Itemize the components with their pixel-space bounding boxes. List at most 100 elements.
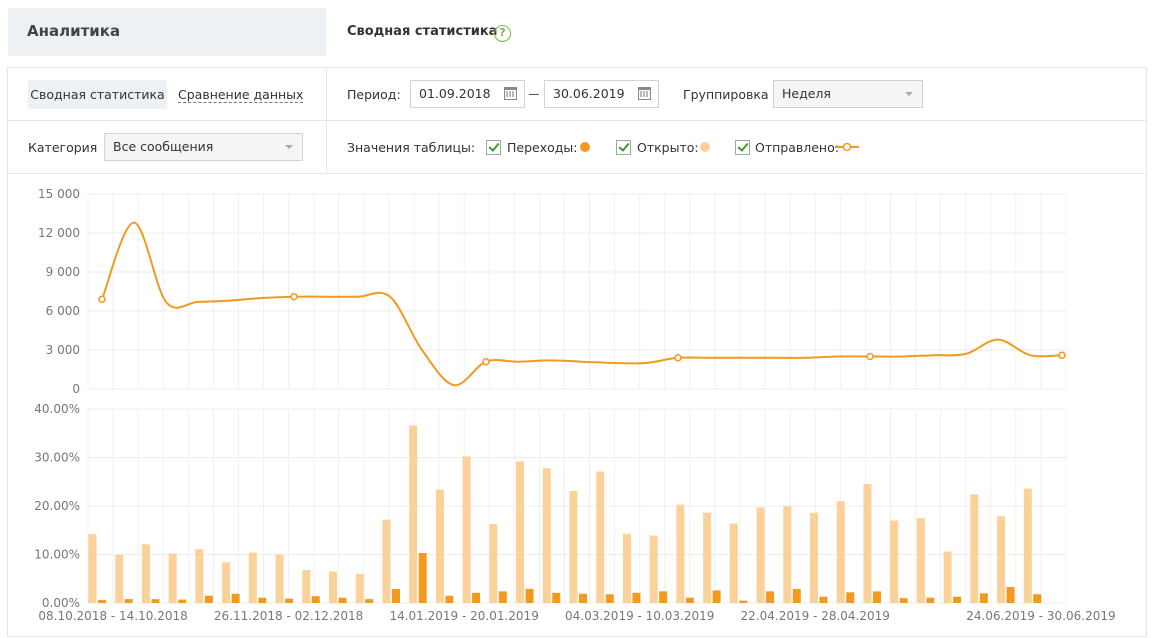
bar-clicks bbox=[285, 598, 294, 603]
bar-clicks bbox=[552, 592, 561, 603]
bar-opened bbox=[836, 501, 845, 603]
bar-opened bbox=[248, 552, 257, 603]
bar-clicks bbox=[766, 591, 775, 603]
tab-summary[interactable]: Сводная статистика bbox=[28, 80, 167, 109]
chevron-down-icon bbox=[905, 92, 913, 96]
x-tick-label: 14.01.2019 - 20.01.2019 bbox=[389, 609, 538, 623]
bar-clicks bbox=[338, 597, 347, 603]
y-tick-label: 9 000 bbox=[46, 265, 80, 279]
y-tick-label: 0 bbox=[72, 382, 80, 396]
category-select[interactable]: Все сообщения bbox=[104, 133, 303, 161]
bar-opened bbox=[409, 425, 418, 603]
bar-opened bbox=[195, 549, 204, 603]
x-tick-label: 26.11.2018 - 02.12.2018 bbox=[214, 609, 363, 623]
y-tick-label: 6 000 bbox=[46, 304, 80, 318]
category-label: Категория bbox=[28, 140, 98, 155]
sent-line bbox=[101, 221, 1063, 387]
bar-clicks bbox=[953, 596, 962, 603]
bar-clicks bbox=[472, 592, 481, 603]
bar-opened bbox=[275, 554, 284, 603]
bar-clicks bbox=[204, 595, 213, 603]
bar-clicks bbox=[712, 590, 721, 603]
bar-opened bbox=[168, 553, 177, 603]
bar-clicks bbox=[258, 597, 267, 603]
bar-opened bbox=[649, 535, 658, 603]
bar-clicks bbox=[445, 595, 454, 603]
bar-opened bbox=[1023, 488, 1032, 603]
bar-clicks bbox=[632, 592, 641, 603]
checkbox-opened[interactable] bbox=[616, 140, 631, 155]
bar-clicks bbox=[899, 598, 908, 603]
sidebar-title: Аналитика bbox=[27, 22, 121, 40]
bar-opened bbox=[943, 551, 952, 603]
bar-opened bbox=[783, 506, 792, 603]
bar-clicks bbox=[151, 599, 160, 603]
y-tick-label: 40.00% bbox=[34, 402, 80, 416]
x-tick-label: 04.03.2019 - 10.03.2019 bbox=[565, 609, 714, 623]
checkbox-clicks-label: Переходы: bbox=[507, 140, 578, 155]
y-tick-label: 12 000 bbox=[38, 226, 80, 240]
y-tick-label: 30.00% bbox=[34, 451, 80, 465]
bar-clicks bbox=[365, 599, 374, 603]
legend-dot-clicks bbox=[580, 142, 590, 152]
bar-clicks bbox=[498, 591, 507, 603]
bar-clicks bbox=[872, 591, 881, 603]
bar-clicks bbox=[391, 588, 400, 603]
divider bbox=[326, 67, 327, 173]
bar-opened bbox=[970, 494, 979, 603]
bar-clicks bbox=[231, 593, 240, 603]
bar-clicks bbox=[1033, 594, 1042, 603]
legend-line-sent bbox=[835, 142, 859, 152]
date-from-field[interactable]: 01.09.2018 bbox=[410, 80, 525, 108]
page-title: Сводная статистика bbox=[347, 24, 498, 39]
bar-clicks bbox=[926, 597, 935, 603]
checkbox-opened-label: Открыто: bbox=[637, 140, 699, 155]
period-label: Период: bbox=[347, 87, 401, 102]
bar-clicks bbox=[1006, 586, 1015, 603]
line-point bbox=[674, 354, 682, 362]
line-point bbox=[482, 357, 490, 366]
checkbox-clicks[interactable] bbox=[486, 140, 501, 155]
line-point bbox=[1058, 351, 1066, 359]
bar-clicks bbox=[659, 591, 668, 603]
bar-opened bbox=[435, 489, 444, 603]
bar-clicks bbox=[685, 597, 694, 603]
bar-opened bbox=[329, 571, 337, 603]
calendar-icon[interactable] bbox=[504, 87, 517, 100]
grouping-label: Группировка bbox=[683, 87, 769, 102]
legend-dot-opened bbox=[700, 142, 710, 152]
date-to-field[interactable]: 30.06.2019 bbox=[544, 80, 659, 108]
bar-opened bbox=[810, 512, 818, 603]
bar-opened bbox=[997, 516, 1006, 603]
date-from-value: 01.09.2018 bbox=[419, 86, 491, 101]
checkbox-sent-label: Отправлено: bbox=[755, 140, 839, 155]
bar-opened bbox=[489, 523, 498, 603]
y-tick-label: 3 000 bbox=[46, 343, 80, 357]
line-point bbox=[866, 352, 874, 361]
question-circle-icon[interactable]: ? bbox=[494, 25, 511, 42]
bar-clicks bbox=[605, 594, 614, 603]
x-tick-label: 08.10.2018 - 14.10.2018 bbox=[38, 609, 187, 623]
bar-opened bbox=[516, 461, 525, 603]
grouping-value: Неделя bbox=[782, 86, 831, 101]
bar-opened bbox=[542, 468, 551, 603]
bar-opened bbox=[141, 544, 150, 603]
bar-clicks bbox=[979, 593, 988, 603]
bar-opened bbox=[302, 570, 311, 603]
chevron-down-icon bbox=[285, 145, 293, 149]
grouping-select[interactable]: Неделя bbox=[773, 80, 923, 108]
bar-opened bbox=[863, 484, 872, 603]
divider bbox=[7, 120, 1147, 121]
bar-opened bbox=[622, 533, 631, 603]
bar-clicks bbox=[124, 599, 133, 603]
bar-clicks bbox=[819, 596, 828, 603]
stats-panel bbox=[7, 67, 1147, 637]
bar-opened bbox=[382, 519, 391, 603]
bar-clicks bbox=[525, 588, 534, 603]
bar-opened bbox=[729, 523, 738, 603]
checkbox-sent[interactable] bbox=[735, 140, 750, 155]
tab-compare[interactable]: Сравнение данных bbox=[178, 87, 304, 103]
bar-clicks bbox=[98, 600, 106, 603]
bar-opened bbox=[222, 562, 231, 603]
calendar-icon[interactable] bbox=[638, 87, 651, 100]
